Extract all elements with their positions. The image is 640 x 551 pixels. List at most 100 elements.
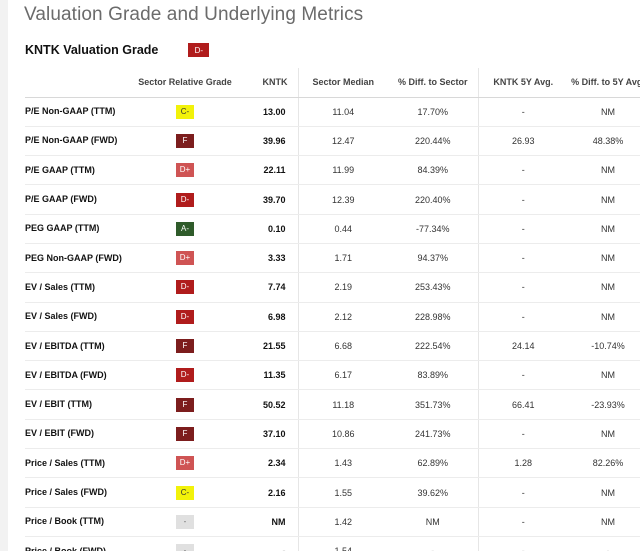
kntk-5y-avg-value: - xyxy=(478,302,568,332)
table-row: Price / Sales (TTM) D+ 2.34 1.43 62.89% 1.28 8… xyxy=(25,448,640,479)
grade-badge: F xyxy=(176,339,194,354)
grade-cell: F xyxy=(130,126,240,157)
kntk-5y-avg-value: - xyxy=(478,419,568,450)
kntk-value: - xyxy=(240,536,299,551)
sector-median-value: 11.99 xyxy=(298,155,388,186)
diff-to-sector-value: 17.70% xyxy=(388,97,479,127)
diff-to-sector-value: 253.43% xyxy=(388,272,479,303)
diff-to-5y-avg-value: -23.93% xyxy=(568,389,640,420)
kntk-5y-avg-value: 66.41 xyxy=(478,389,568,420)
kntk-value: 11.35 xyxy=(240,360,299,391)
diff-to-5y-avg-value: NM xyxy=(568,272,640,303)
kntk-5y-avg-value: - xyxy=(478,214,568,244)
diff-to-5y-avg-value: NM xyxy=(568,97,640,127)
sector-median-value: 11.18 xyxy=(298,389,388,420)
diff-to-5y-avg-value: -10.74% xyxy=(568,331,640,362)
diff-to-5y-avg-value: NM xyxy=(568,507,640,537)
page-title: Valuation Grade and Underlying Metrics xyxy=(24,4,364,25)
metric-name: P/E GAAP (FWD) xyxy=(25,184,130,215)
sector-median-value: 6.17 xyxy=(298,360,388,391)
kntk-5y-avg-value: - xyxy=(478,155,568,186)
diff-to-sector-value: 222.54% xyxy=(388,331,479,362)
grade-badge: F xyxy=(176,426,194,441)
grade-cell: A- xyxy=(130,214,240,244)
kntk-value: 2.16 xyxy=(240,477,299,508)
kntk-5y-avg-value: 24.14 xyxy=(478,331,568,362)
table-row: EV / EBIT (FWD) F 37.10 10.86 241.73% - NM xyxy=(25,419,640,450)
diff-to-5y-avg-value: NM xyxy=(568,360,640,391)
table-row: EV / EBIT (TTM) F 50.52 11.18 351.73% 66.41 -2… xyxy=(25,389,640,420)
metric-name: Price / Sales (TTM) xyxy=(25,448,130,479)
kntk-5y-avg-value: - xyxy=(478,97,568,127)
grade-cell: D- xyxy=(130,184,240,215)
grade-badge: F xyxy=(176,133,194,148)
table-row: P/E GAAP (FWD) D- 39.70 12.39 220.40% - NM xyxy=(25,184,640,215)
header-kntk-5y-avg: KNTK 5Y Avg. xyxy=(478,68,568,98)
diff-to-sector-value: 351.73% xyxy=(388,389,479,420)
grade-badge: A- xyxy=(176,221,194,236)
kntk-value: 50.52 xyxy=(240,389,299,420)
grade-badge: D- xyxy=(176,192,194,207)
valuation-grade-label: KNTK Valuation Grade xyxy=(25,43,159,57)
diff-to-5y-avg-value: NM xyxy=(568,214,640,244)
sector-median-value: 2.12 xyxy=(298,302,388,332)
header-metric xyxy=(25,68,130,98)
table-row: EV / Sales (FWD) D- 6.98 2.12 228.98% - NM xyxy=(25,302,640,332)
diff-to-sector-value: 220.44% xyxy=(388,126,479,157)
grade-badge: - xyxy=(176,514,194,529)
sector-median-value: 1.42 xyxy=(298,507,388,537)
diff-to-sector-value: - xyxy=(388,536,479,551)
grade-cell: - xyxy=(130,507,240,537)
diff-to-5y-avg-value: 48.38% xyxy=(568,126,640,157)
sector-median-value: 12.47 xyxy=(298,126,388,157)
diff-to-5y-avg-value: 82.26% xyxy=(568,448,640,479)
diff-to-sector-value: 220.40% xyxy=(388,184,479,215)
grade-badge: D+ xyxy=(176,163,194,178)
table-row: PEG Non-GAAP (FWD) D+ 3.33 1.71 94.37% - NM xyxy=(25,243,640,274)
header-sector-median: Sector Median xyxy=(298,68,388,98)
valuation-panel: Valuation Grade and Underlying Metrics K… xyxy=(8,0,640,551)
kntk-value: 13.00 xyxy=(240,97,299,127)
grade-cell: F xyxy=(130,331,240,362)
kntk-5y-avg-value: - xyxy=(478,536,568,551)
metric-name: EV / Sales (FWD) xyxy=(25,302,130,332)
diff-to-5y-avg-value: - xyxy=(568,536,640,551)
kntk-5y-avg-value: 1.28 xyxy=(478,448,568,479)
diff-to-sector-value: 62.89% xyxy=(388,448,479,479)
sector-median-value: 1.43 xyxy=(298,448,388,479)
sector-median-value: 1.71 xyxy=(298,243,388,274)
kntk-value: 37.10 xyxy=(240,419,299,450)
grade-badge: C- xyxy=(176,485,194,500)
diff-to-sector-value: 84.39% xyxy=(388,155,479,186)
grade-cell: D- xyxy=(130,360,240,391)
grade-cell: D+ xyxy=(130,243,240,274)
valuation-metrics-table: Sector Relative Grade KNTK Sector Median… xyxy=(25,68,640,551)
kntk-value: 39.70 xyxy=(240,184,299,215)
metric-name: PEG Non-GAAP (FWD) xyxy=(25,243,130,274)
metric-name: P/E Non-GAAP (FWD) xyxy=(25,126,130,157)
kntk-value: 2.34 xyxy=(240,448,299,479)
metric-name: EV / Sales (TTM) xyxy=(25,272,130,303)
table-row: Price / Sales (FWD) C- 2.16 1.55 39.62% - NM xyxy=(25,477,640,508)
sector-median-value: 1.55 xyxy=(298,477,388,508)
grade-cell: F xyxy=(130,389,240,420)
diff-to-sector-value: NM xyxy=(388,507,479,537)
metric-name: EV / EBIT (TTM) xyxy=(25,389,130,420)
diff-to-sector-value: 39.62% xyxy=(388,477,479,508)
table-row: EV / EBITDA (TTM) F 21.55 6.68 222.54% 24.14-… xyxy=(25,331,640,362)
metric-name: Price / Sales (FWD) xyxy=(25,477,130,508)
diff-to-sector-value: 228.98% xyxy=(388,302,479,332)
kntk-5y-avg-value: - xyxy=(478,360,568,391)
kntk-value: NM xyxy=(240,507,299,537)
kntk-value: 39.96 xyxy=(240,126,299,157)
kntk-5y-avg-value: - xyxy=(478,243,568,274)
kntk-value: 0.10 xyxy=(240,214,299,244)
table-header-row: Sector Relative Grade KNTK Sector Median… xyxy=(25,68,640,98)
diff-to-sector-value: -77.34% xyxy=(388,214,479,244)
table-row: Price / Book (TTM) - NM 1.42 NM - NM xyxy=(25,507,640,537)
grade-badge: D+ xyxy=(176,456,194,471)
grade-badge: D+ xyxy=(176,251,194,266)
grade-badge: D- xyxy=(176,309,194,324)
diff-to-sector-value: 241.73% xyxy=(388,419,479,450)
diff-to-5y-avg-value: NM xyxy=(568,477,640,508)
